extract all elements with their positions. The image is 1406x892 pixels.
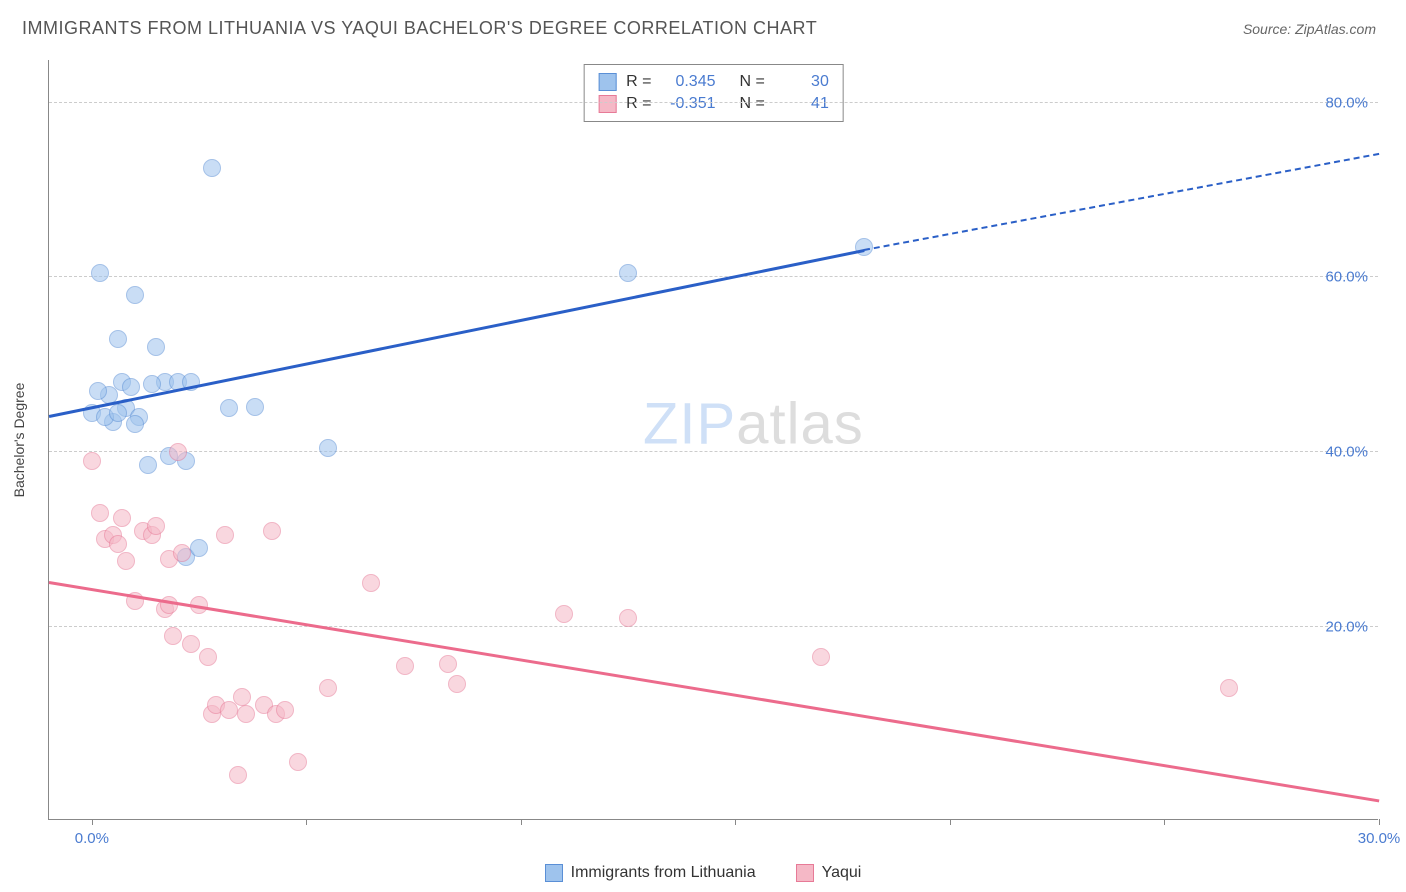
scatter-point [126,286,144,304]
legend-item: Immigrants from Lithuania [545,864,756,882]
stats-legend: R = 0.345 N = 30 R = -0.351 N = 41 [583,64,844,122]
y-tick-label: 20.0% [1325,618,1368,635]
legend-swatch [598,95,616,113]
stats-legend-row: R = 0.345 N = 30 [598,71,829,93]
legend-swatch [796,864,814,882]
scatter-point [319,439,337,457]
scatter-point [263,522,281,540]
grid-line-horizontal [49,451,1378,452]
n-value: 41 [779,95,829,113]
n-label: N = [740,95,765,113]
scatter-point [246,398,264,416]
trend-line [49,249,865,417]
scatter-point [143,375,161,393]
scatter-point [126,415,144,433]
x-tick-mark [1379,819,1380,825]
r-label: R = [626,95,651,113]
y-tick-label: 80.0% [1325,94,1368,111]
grid-line-horizontal [49,626,1378,627]
source-attribution: Source: ZipAtlas.com [1243,21,1376,37]
scatter-point [109,535,127,553]
scatter-point [139,456,157,474]
stats-legend-row: R = -0.351 N = 41 [598,93,829,115]
scatter-point [147,517,165,535]
r-value: -0.351 [666,95,716,113]
scatter-point [113,509,131,527]
legend-label: Immigrants from Lithuania [571,864,756,882]
scatter-point [237,705,255,723]
r-value: 0.345 [666,73,716,91]
scatter-point [289,753,307,771]
scatter-point [109,330,127,348]
scatter-point [448,675,466,693]
y-tick-label: 60.0% [1325,269,1368,286]
scatter-point [203,159,221,177]
legend-label: Yaqui [822,864,862,882]
scatter-point [182,635,200,653]
legend-swatch [545,864,563,882]
x-tick-label: 0.0% [75,830,109,847]
x-tick-mark [306,819,307,825]
series-legend: Immigrants from Lithuania Yaqui [0,864,1406,882]
scatter-point [396,657,414,675]
scatter-point [362,574,380,592]
scatter-point [276,701,294,719]
scatter-point [91,504,109,522]
grid-line-horizontal [49,102,1378,103]
scatter-point [619,264,637,282]
n-label: N = [740,73,765,91]
r-label: R = [626,73,651,91]
scatter-point [190,539,208,557]
legend-item: Yaqui [796,864,862,882]
scatter-point [233,688,251,706]
trend-line [864,153,1379,251]
scatter-point [164,627,182,645]
x-tick-mark [92,819,93,825]
n-value: 30 [779,73,829,91]
scatter-point [229,766,247,784]
y-axis-title: Bachelor's Degree [11,382,27,497]
x-tick-mark [950,819,951,825]
scatter-point [117,552,135,570]
scatter-point [169,443,187,461]
scatter-point [89,382,107,400]
x-tick-label: 30.0% [1358,830,1401,847]
grid-line-horizontal [49,276,1378,277]
scatter-point [812,648,830,666]
scatter-point [122,378,140,396]
scatter-point [109,404,127,422]
scatter-point [1220,679,1238,697]
scatter-point [199,648,217,666]
scatter-point [439,655,457,673]
scatter-point [220,399,238,417]
chart-title: IMMIGRANTS FROM LITHUANIA VS YAQUI BACHE… [22,18,817,39]
scatter-point [173,544,191,562]
watermark: ZIPatlas [643,391,864,458]
x-tick-mark [1164,819,1165,825]
y-tick-label: 40.0% [1325,444,1368,461]
scatter-point [555,605,573,623]
chart-plot-area: Bachelor's Degree ZIPatlas R =0.345N =30… [48,60,1378,820]
legend-swatch [598,73,616,91]
scatter-point [147,338,165,356]
x-tick-mark [735,819,736,825]
scatter-point [619,609,637,627]
x-tick-mark [521,819,522,825]
scatter-point [319,679,337,697]
scatter-point [216,526,234,544]
scatter-point [83,452,101,470]
scatter-point [91,264,109,282]
